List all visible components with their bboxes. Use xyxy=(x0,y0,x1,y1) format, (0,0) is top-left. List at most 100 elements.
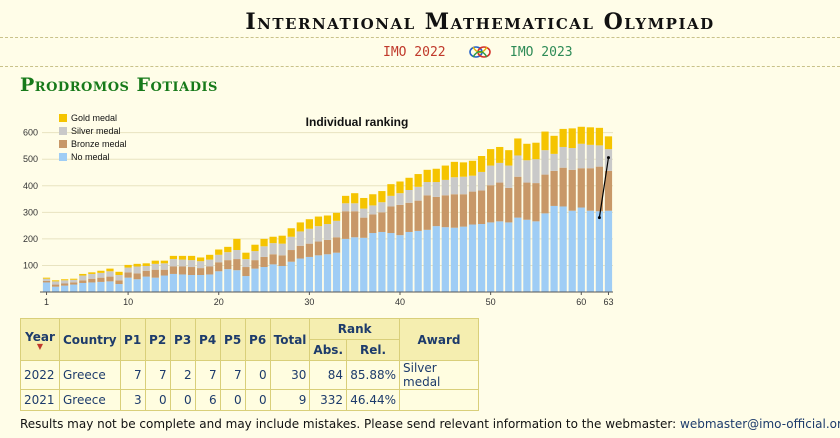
bar-segment xyxy=(586,127,594,145)
bar-segment xyxy=(323,224,332,240)
country-cell[interactable]: Greece xyxy=(59,389,121,411)
imo-logo-icon[interactable] xyxy=(469,44,491,60)
bar-segment xyxy=(106,271,114,277)
bar-segment xyxy=(42,277,51,279)
bar-segment xyxy=(278,235,286,244)
bar-segment xyxy=(169,273,178,292)
bar-segment xyxy=(133,266,141,274)
bar-segment xyxy=(215,249,223,255)
col-year-header[interactable]: Year ▼ xyxy=(20,318,60,361)
bar-segment xyxy=(378,212,386,232)
bar-segment xyxy=(432,168,440,183)
col-p2-header[interactable]: P2 xyxy=(144,318,171,361)
bar-segment xyxy=(414,230,422,292)
bar-segment xyxy=(559,128,567,147)
bar-segment xyxy=(414,186,422,201)
bar-segment xyxy=(187,275,196,292)
col-total-header[interactable]: Total xyxy=(269,318,311,361)
bar-segment xyxy=(287,250,295,262)
legend-swatch xyxy=(59,127,67,135)
col-p3-header[interactable]: P3 xyxy=(169,318,196,361)
bar-segment xyxy=(505,150,513,166)
bar-segment xyxy=(332,212,341,221)
chart-title: Individual ranking xyxy=(306,115,409,129)
col-rel-header[interactable]: Rel. xyxy=(346,339,400,361)
prev-imo-link[interactable]: IMO 2022 xyxy=(383,45,446,60)
rank-point xyxy=(606,156,610,160)
table-row: 2022 Greece 7 7 2 7 7 0 30 84 85.88% Sil… xyxy=(20,360,479,390)
col-p1-header[interactable]: P1 xyxy=(119,318,146,361)
bar-segment xyxy=(178,259,187,267)
bar-segment xyxy=(287,228,295,237)
bar-segment xyxy=(577,126,585,144)
score-p1: 7 xyxy=(119,360,146,390)
bar-segment xyxy=(396,181,404,194)
col-p5-header[interactable]: P5 xyxy=(219,318,246,361)
bar-segment xyxy=(487,222,495,292)
x-tick-label: 60 xyxy=(576,297,586,306)
site-title[interactable]: International Mathematical Olympiad xyxy=(245,9,715,35)
bar-segment xyxy=(577,207,585,292)
score-p5: 7 xyxy=(219,360,246,390)
bar-segment xyxy=(396,193,404,205)
col-country-header[interactable]: Country xyxy=(59,318,121,361)
bar-segment xyxy=(468,191,477,225)
country-link[interactable]: Greece xyxy=(63,393,106,407)
bar-segment xyxy=(178,274,187,292)
bar-segment xyxy=(505,187,513,223)
country-link[interactable]: Greece xyxy=(63,368,106,382)
bar-segment xyxy=(369,214,377,234)
country-cell[interactable]: Greece xyxy=(59,360,121,390)
bar-segment xyxy=(160,275,168,292)
bar-segment xyxy=(523,143,531,161)
legend-swatch xyxy=(59,153,67,161)
bar-segment xyxy=(269,236,277,244)
bar-segment xyxy=(88,278,96,283)
bar-segment xyxy=(42,282,51,292)
next-imo-link[interactable]: IMO 2023 xyxy=(510,45,573,60)
col-p6-header[interactable]: P6 xyxy=(244,318,271,361)
webmaster-email-link[interactable]: webmaster@imo-official.org xyxy=(680,417,840,431)
bar-segment xyxy=(514,155,522,177)
bar-segment xyxy=(70,278,78,280)
bar-segment xyxy=(160,263,168,270)
bar-segment xyxy=(260,238,268,247)
bar-segment xyxy=(314,241,323,256)
bar-segment xyxy=(568,128,576,149)
year-cell[interactable]: 2021 xyxy=(20,389,60,411)
bar-segment xyxy=(432,196,440,227)
col-award-header[interactable]: Award xyxy=(399,318,479,361)
bar-segment xyxy=(387,206,395,234)
year-link[interactable]: 2022 xyxy=(24,368,55,382)
bar-segment xyxy=(405,202,413,232)
bar-segment xyxy=(423,169,431,183)
bar-segment xyxy=(269,264,277,292)
col-abs-header[interactable]: Abs. xyxy=(309,339,347,361)
bar-segment xyxy=(296,222,304,232)
bar-segment xyxy=(604,136,613,150)
score-p1: 3 xyxy=(119,389,146,411)
bar-segment xyxy=(187,255,196,261)
bar-segment xyxy=(115,284,123,292)
x-tick-label: 63 xyxy=(603,297,613,306)
score-total: 30 xyxy=(269,360,311,390)
bar-segment xyxy=(51,284,60,287)
nav-divider xyxy=(0,66,840,67)
bar-segment xyxy=(459,194,468,227)
score-p6: 0 xyxy=(244,389,271,411)
year-cell[interactable]: 2022 xyxy=(20,360,60,390)
year-link[interactable]: 2021 xyxy=(24,393,55,407)
bar-segment xyxy=(106,268,114,272)
bar-segment xyxy=(360,217,368,238)
col-p4-header[interactable]: P4 xyxy=(194,318,221,361)
bar-segment xyxy=(106,276,114,282)
bar-segment xyxy=(604,210,613,292)
bar-segment xyxy=(487,185,495,223)
bar-segment xyxy=(378,202,386,213)
bar-segment xyxy=(115,280,123,285)
bar-segment xyxy=(441,227,449,292)
ranking-chart: 100 200 300 400 500 600 1 10 20 30 40 50 60 63 Indivi… xyxy=(23,113,614,306)
bar-segment xyxy=(459,176,468,195)
x-tick-label: 20 xyxy=(214,297,224,306)
score-p2: 7 xyxy=(144,360,171,390)
